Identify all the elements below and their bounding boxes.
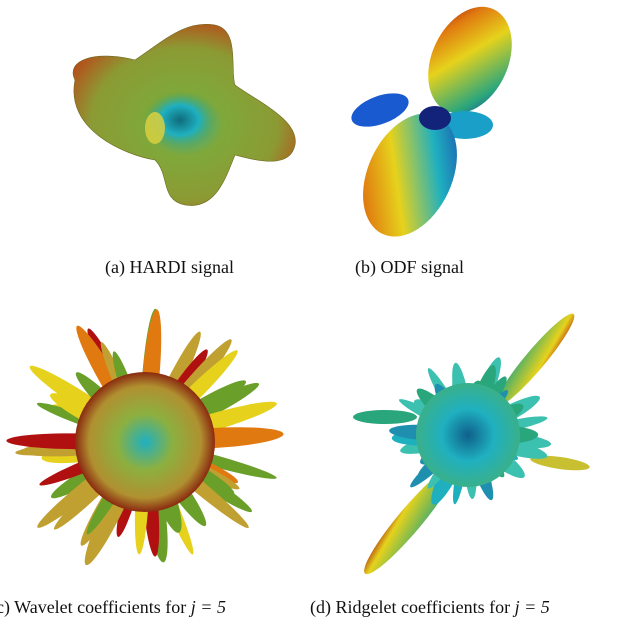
ridgelet-glyph-image [353,313,590,575]
panel-a-hardi [55,10,305,220]
caption-c-text: (c) Wavelet coefficients for [0,597,191,617]
panel-c-wavelet [0,300,295,585]
wavelet-glyph-image [6,308,284,566]
caption-d-text: (d) Ridgelet coefficients for [310,597,515,617]
panel-d-ridgelet [350,295,595,585]
caption-a-text: (a) HARDI signal [105,257,234,277]
caption-d: (d) Ridgelet coefficients for j = 5 [310,597,550,618]
hardi-glyph-image [72,23,296,206]
panel-b-odf [340,0,540,245]
odf-glyph-image [351,6,512,237]
caption-d-math: j = 5 [514,597,550,617]
caption-b-text: (b) ODF signal [355,257,464,277]
caption-b: (b) ODF signal [355,257,464,278]
caption-a: (a) HARDI signal [105,257,234,278]
caption-c: (c) Wavelet coefficients for j = 5 [0,597,226,618]
caption-c-math: j = 5 [190,597,226,617]
